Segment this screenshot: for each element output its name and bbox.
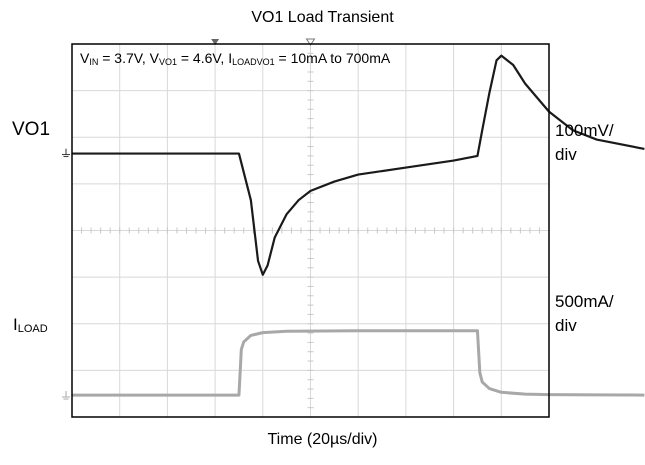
test-conditions: VIN = 3.7V, VVO1 = 4.6V, ILOADVO1 = 10mA… <box>80 50 391 67</box>
plot-frame <box>71 43 550 418</box>
channel-label-iload: ILOAD <box>13 315 48 335</box>
scale-iload-line2: div <box>555 316 577 335</box>
ground-icon <box>62 391 70 400</box>
traces <box>72 54 645 397</box>
x-axis-label: Time (20µs/div) <box>267 431 378 448</box>
trigger-arrow-icon <box>211 39 220 45</box>
scale-iload-line1: 500mA/ <box>555 292 614 311</box>
chart-title: VO1 Load Transient <box>251 9 394 26</box>
channel-label-vo1: VO1 <box>12 119 51 140</box>
scale-label-iload: 500mA/div <box>555 290 614 338</box>
trigger-position-icon <box>305 38 316 46</box>
scale-vo1-line1: 100mV/ <box>555 121 614 140</box>
iload-trace <box>72 329 645 397</box>
markers <box>62 38 316 400</box>
ground-icon <box>62 148 70 158</box>
scale-label-vo1: 100mV/div <box>555 119 614 167</box>
vo1-trace <box>72 54 645 276</box>
scale-vo1-line2: div <box>555 145 577 164</box>
grid <box>71 43 550 418</box>
